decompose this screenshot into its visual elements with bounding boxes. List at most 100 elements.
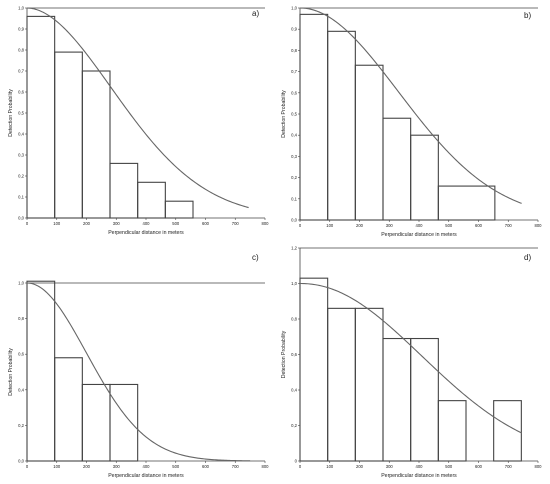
histogram-bar [299, 277, 329, 462]
y-tick-label: 0,7 [291, 69, 297, 74]
x-tick-label: 500 [445, 223, 453, 228]
y-tick-label: 1,0 [291, 281, 297, 286]
y-tick-label: 0,2 [18, 423, 24, 428]
x-tick-label: 300 [113, 221, 121, 226]
x-tick-label: 700 [232, 464, 240, 469]
x-axis-title: Perpendicular distance in meters [381, 232, 457, 238]
y-tick-label: 0,8 [18, 316, 24, 321]
y-tick-label: 0,6 [18, 90, 24, 95]
y-tick-label: 0,8 [291, 317, 297, 322]
x-tick-label: 300 [386, 223, 394, 228]
y-tick-label: 0,1 [291, 196, 297, 201]
panel-label: c) [252, 253, 259, 262]
x-tick-label: 300 [386, 464, 394, 469]
histogram-bar [382, 337, 412, 462]
x-tick-label: 600 [202, 221, 210, 226]
chart-panel-3: 0 100 200 300 400 500 600 700 800 0,0 0,2 0,4 0,6 0,8… [8, 253, 269, 479]
y-tick-label: 0,0 [291, 218, 297, 223]
histogram-bar [382, 117, 412, 221]
y-tick-label: 0,7 [18, 69, 24, 74]
x-tick-label: 0 [299, 464, 302, 469]
histogram-bar [354, 307, 384, 462]
y-tick-label: 0,6 [291, 352, 297, 357]
x-axis-title: Perpendicular distance in meters [381, 473, 457, 479]
x-tick-label: 700 [505, 464, 513, 469]
x-tick-label: 400 [416, 464, 424, 469]
x-tick-label: 400 [416, 223, 424, 228]
y-tick-label: 0,2 [291, 175, 297, 180]
y-axis-title: Detection Probability [8, 348, 14, 396]
y-tick-label: 0,5 [18, 111, 24, 116]
chart-panel-1: 0 100 200 300 400 500 600 700 800 0,0 0,1 0,2 0,3 0,4… [8, 6, 269, 237]
panel-label: a) [252, 9, 259, 18]
histogram-bar [54, 51, 83, 219]
y-tick-label: 0,4 [18, 132, 24, 137]
histogram-bar [410, 337, 439, 462]
y-tick-label: 0,2 [291, 423, 297, 428]
x-tick-label: 100 [53, 221, 61, 226]
y-tick-label: 0,4 [18, 387, 24, 392]
histogram-bar [327, 307, 356, 462]
x-tick-label: 200 [83, 221, 91, 226]
x-tick-label: 200 [356, 464, 364, 469]
x-tick-label: 200 [356, 223, 364, 228]
histogram-bar [164, 200, 194, 219]
x-tick-label: 100 [326, 223, 334, 228]
y-tick-label: 0,8 [18, 48, 24, 53]
panel-label: b) [524, 11, 531, 20]
chart-panel-4: 0 100 200 300 400 500 600 700 800 0 0,2 0,4 0,6 0,8 1,… [281, 246, 542, 480]
y-tick-label: 1,0 [18, 6, 24, 11]
y-tick-label: 0,0 [18, 459, 24, 464]
histogram-bar [109, 383, 139, 462]
y-tick-label: 0,1 [18, 195, 24, 200]
y-tick-label: 1,0 [291, 6, 297, 11]
x-tick-label: 0 [26, 464, 29, 469]
histogram-bar [54, 357, 83, 462]
histogram-bar [81, 383, 111, 462]
y-tick-label: 0,6 [18, 352, 24, 357]
x-tick-label: 300 [113, 464, 121, 469]
x-tick-label: 100 [53, 464, 61, 469]
x-tick-label: 600 [475, 464, 483, 469]
y-tick-label: 0,4 [291, 388, 297, 393]
x-tick-label: 700 [232, 221, 240, 226]
x-tick-label: 800 [535, 464, 543, 469]
y-tick-label: 0,5 [291, 112, 297, 117]
y-axis-title: Detection Probability [281, 90, 287, 138]
y-tick-label: 0,9 [18, 27, 24, 32]
detection-function-curve [26, 282, 251, 462]
detection-function-curve [26, 7, 249, 209]
y-axis-title: Detection Probability [281, 330, 287, 378]
histogram-bar [109, 162, 139, 219]
y-tick-label: 0,4 [291, 133, 297, 138]
x-tick-label: 800 [262, 464, 270, 469]
x-tick-label: 200 [83, 464, 91, 469]
x-tick-label: 400 [143, 464, 151, 469]
histogram-bar [26, 280, 56, 462]
histogram-bar [81, 70, 111, 219]
y-tick-label: 1,0 [18, 281, 24, 286]
y-tick-label: 0,6 [291, 90, 297, 95]
y-tick-label: 0,0 [18, 216, 24, 221]
histogram-bar [327, 30, 356, 221]
histogram-bar [26, 15, 56, 219]
x-tick-label: 400 [143, 221, 151, 226]
x-axis-title: Perpendicular distance in meters [108, 473, 184, 479]
x-tick-label: 500 [172, 464, 180, 469]
histogram-bar [354, 64, 384, 221]
y-tick-label: 0,3 [18, 153, 24, 158]
histogram-bar [437, 400, 467, 462]
x-tick-label: 0 [299, 223, 302, 228]
x-tick-label: 700 [505, 223, 513, 228]
histogram-bar [493, 400, 522, 462]
histogram-bar [137, 181, 166, 219]
y-axis-title: Detection Probability [8, 89, 14, 137]
x-tick-label: 800 [535, 223, 543, 228]
x-tick-label: 800 [262, 221, 270, 226]
chart-panel-2: 0 100 200 300 400 500 600 700 800 0,0 0,1 0,2 0,3 0,4… [281, 6, 542, 239]
histogram-bar [299, 13, 329, 221]
x-tick-label: 600 [202, 464, 210, 469]
panel-label: d) [524, 253, 531, 262]
x-tick-label: 500 [172, 221, 180, 226]
